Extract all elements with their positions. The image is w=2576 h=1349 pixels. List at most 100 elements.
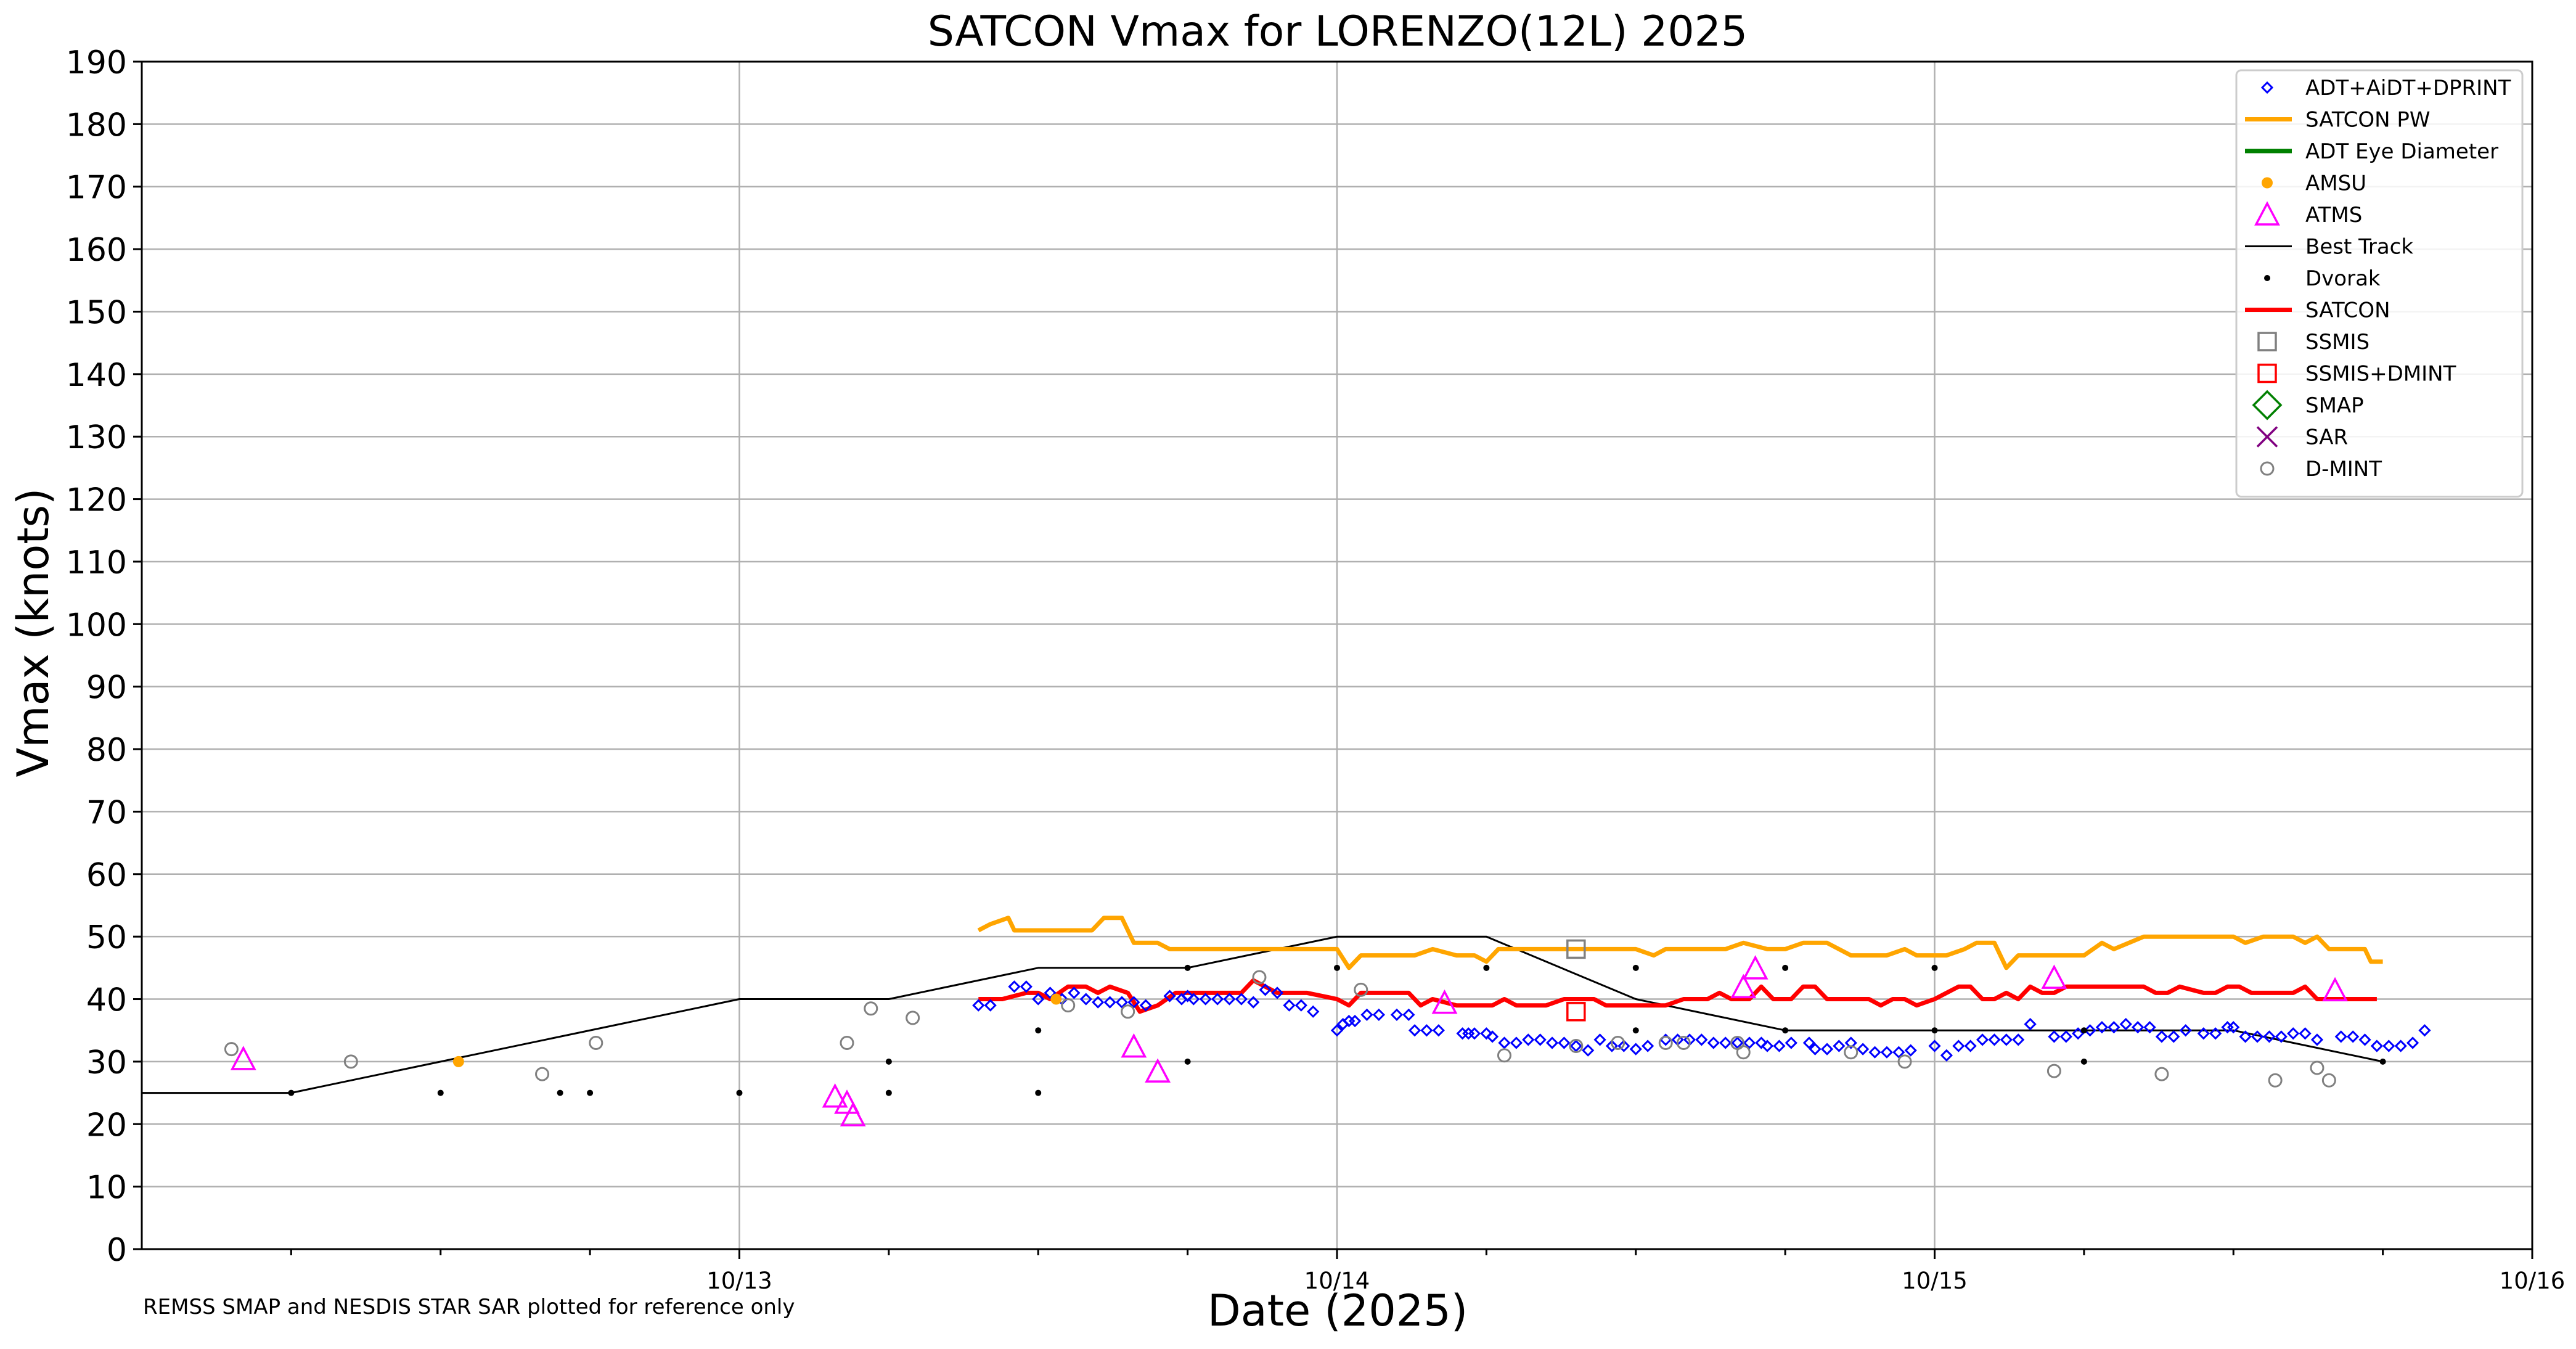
adt-aidt-dprint-point xyxy=(1211,993,1224,1006)
adt-aidt-dprint-point xyxy=(1247,996,1260,1009)
adt-aidt-dprint-point xyxy=(1880,1046,1894,1059)
adt-aidt-dprint-point xyxy=(984,999,997,1012)
adt-aidt-dprint-point xyxy=(2132,1021,2145,1034)
legend-label-ssmis-dmint: SSMIS+DMINT xyxy=(2305,362,2456,387)
adt-aidt-dprint-point xyxy=(1008,980,1021,993)
x-tick-label: 10/15 xyxy=(1902,1268,1968,1294)
dvorak-point xyxy=(1334,964,1340,971)
best-track-line xyxy=(142,935,2383,1094)
adt-aidt-dprint-point xyxy=(2000,1033,2013,1046)
d-mint-point xyxy=(2321,1073,2336,1088)
y-tick-label: 160 xyxy=(66,232,127,269)
adt-aidt-dprint-point xyxy=(1743,1036,1756,1049)
adt-aidt-dprint-point xyxy=(2167,1030,2180,1043)
legend-label-ssmis: SSMIS xyxy=(2305,330,2370,355)
adt-aidt-dprint-point xyxy=(1044,986,1057,999)
adt-aidt-dprint-point xyxy=(1020,980,1032,993)
x-axis-label: Date (2025) xyxy=(1208,1285,1468,1336)
adt-aidt-dprint-point xyxy=(2287,1027,2300,1040)
adt-aidt-dprint-point xyxy=(1163,990,1176,1003)
adt-aidt-dprint-point xyxy=(1486,1030,1499,1043)
dvorak-point xyxy=(885,1089,892,1096)
dvorak-point xyxy=(587,1089,594,1096)
series-amsu xyxy=(452,993,1062,1067)
adt-aidt-dprint-point xyxy=(1498,1036,1511,1049)
adt-aidt-dprint-point xyxy=(1642,1039,1654,1052)
legend-label-dvorak: Dvorak xyxy=(2305,266,2381,291)
d-mint-point xyxy=(1497,1048,1511,1063)
adt-aidt-dprint-point xyxy=(1115,996,1129,1009)
y-tick-label: 150 xyxy=(66,294,127,331)
atms-point xyxy=(1121,1033,1147,1058)
adt-aidt-dprint-point xyxy=(2370,1039,2384,1052)
adt-aidt-dprint-point xyxy=(1079,993,1092,1006)
d-mint-point xyxy=(1736,1045,1751,1060)
adt-aidt-dprint-point xyxy=(1809,1043,1822,1056)
series-dvorak xyxy=(288,964,2386,1096)
adt-aidt-dprint-point xyxy=(1952,1039,1965,1052)
d-mint-point xyxy=(1569,1039,1584,1054)
legend-label-smap: SMAP xyxy=(2305,393,2364,418)
adt-aidt-dprint-point xyxy=(1139,999,1152,1012)
adt-aidt-dprint-point xyxy=(2418,1024,2431,1037)
adt-aidt-dprint-point xyxy=(1719,1036,1732,1049)
dvorak-point xyxy=(1782,1027,1789,1034)
legend-swatch-d-mint xyxy=(2260,461,2275,476)
legend-label-d-mint: D-MINT xyxy=(2305,457,2382,482)
y-tick-label: 110 xyxy=(66,544,127,581)
adt-aidt-dprint-point xyxy=(1294,999,1307,1012)
series-best-track xyxy=(142,935,2383,1094)
adt-aidt-dprint-point xyxy=(1976,1033,1989,1046)
adt-aidt-dprint-point xyxy=(1892,1046,1905,1059)
adt-aidt-dprint-point xyxy=(1844,1036,1857,1049)
adt-aidt-dprint-point xyxy=(2155,1030,2169,1043)
adt-aidt-dprint-point xyxy=(2394,1039,2407,1052)
y-tick-label: 190 xyxy=(66,44,127,81)
atms-point xyxy=(822,1083,848,1108)
dvorak-point xyxy=(1035,1027,1042,1034)
legend-box xyxy=(2235,69,2524,498)
d-mint-point xyxy=(1676,1035,1691,1050)
d-mint-point xyxy=(1897,1054,1912,1069)
adt-aidt-dprint-point xyxy=(1940,1049,1953,1062)
ssmis-dmint-point xyxy=(1566,1002,1586,1022)
adt-aidt-dprint-point xyxy=(1802,1036,1816,1049)
d-mint-point xyxy=(840,1035,854,1050)
d-mint-point xyxy=(589,1035,603,1050)
y-tick-label: 20 xyxy=(86,1107,127,1144)
adt-aidt-dprint-point xyxy=(2119,1017,2132,1031)
series-atms xyxy=(230,955,2348,1126)
adt-aidt-dprint-point xyxy=(1432,1024,1445,1037)
adt-aidt-dprint-point xyxy=(2263,1030,2276,1043)
legend-swatch-dvorak xyxy=(2264,275,2270,281)
legend-label-best-track: Best Track xyxy=(2305,235,2413,260)
adt-aidt-dprint-point xyxy=(1695,1033,1708,1046)
adt-aidt-dprint-point xyxy=(1360,1008,1373,1021)
y-axis-label: Vmax (knots) xyxy=(8,488,59,777)
adt-aidt-dprint-point xyxy=(2209,1027,2222,1040)
satcon-line xyxy=(978,978,2377,1014)
dvorak-point xyxy=(1035,1089,1042,1096)
y-tick-label: 10 xyxy=(86,1170,127,1207)
adt-aidt-dprint-point xyxy=(1283,999,1296,1012)
legend-swatch-atms xyxy=(2254,201,2280,226)
adt-aidt-dprint-point xyxy=(2227,1021,2240,1034)
adt-aidt-dprint-point xyxy=(1731,1036,1744,1049)
dvorak-point xyxy=(1632,964,1639,971)
adt-aidt-dprint-point xyxy=(1092,996,1105,1009)
chart-title: SATCON Vmax for LORENZO(12L) 2025 xyxy=(928,7,1748,56)
dvorak-point xyxy=(1184,964,1191,971)
legend-label-adt-aidt-dprint: ADT+AiDT+DPRINT xyxy=(2305,76,2511,100)
y-tick-label: 120 xyxy=(66,482,127,519)
adt-aidt-dprint-point xyxy=(1522,1033,1535,1046)
adt-aidt-dprint-point xyxy=(2179,1024,2192,1037)
adt-aidt-dprint-point xyxy=(1785,1036,1797,1049)
legend-swatch-ssmis xyxy=(2257,332,2277,351)
adt-aidt-dprint-point xyxy=(1569,1039,1582,1052)
adt-aidt-dprint-point xyxy=(1593,1033,1606,1046)
adt-aidt-dprint-point xyxy=(1755,1036,1768,1049)
adt-aidt-dprint-point xyxy=(1868,1046,1881,1059)
footnote: REMSS SMAP and NESDIS STAR SAR plotted f… xyxy=(143,1295,795,1319)
legend: ADT+AiDT+DPRINT SATCON PW ADT Eye Diameter… xyxy=(2235,69,2524,498)
y-tick-label: 170 xyxy=(66,170,127,207)
